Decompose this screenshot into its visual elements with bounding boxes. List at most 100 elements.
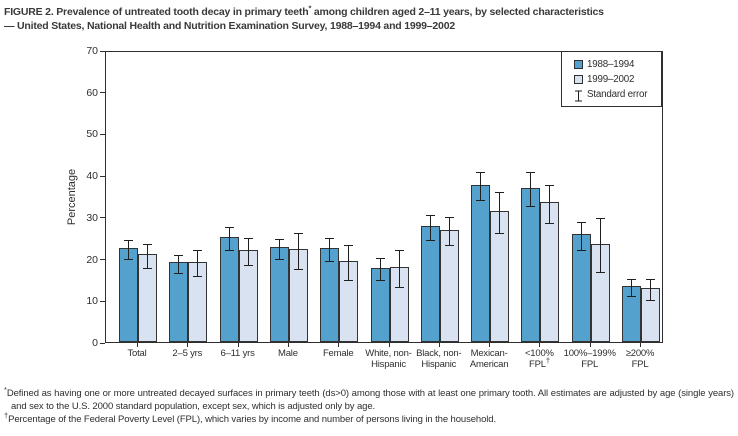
x-axis-tick [237, 343, 239, 347]
error-bar-cap [193, 250, 203, 252]
error-bar-cap [444, 245, 454, 247]
x-category-label: White, non- Hispanic [365, 348, 412, 370]
error-bar [247, 238, 249, 266]
footnote-asterisk-marker: * [4, 384, 7, 394]
legend-box: 1988–1994 1999–2002 Standard error [561, 51, 662, 107]
x-axis-tick [338, 343, 340, 347]
figure-title-line2: — United States, National Health and Nut… [4, 19, 455, 32]
error-bar [398, 250, 400, 288]
error-bar [448, 217, 450, 246]
error-bar-cap [545, 222, 555, 224]
error-bar [480, 172, 482, 201]
y-axis-tick [100, 342, 105, 344]
error-bar-cap [476, 200, 486, 202]
y-axis-tick [100, 217, 105, 219]
x-category-label: 6–11 yrs [220, 348, 255, 359]
error-bar-cap [193, 275, 203, 277]
bar-2-5-yrs-series1 [169, 262, 189, 342]
error-bar-cap [627, 278, 636, 280]
error-bar-cap [224, 227, 234, 229]
figure-title: FIGURE 2. Prevalence of untreated tooth … [4, 3, 736, 33]
error-bar [329, 238, 331, 262]
error-bar-cap [375, 258, 385, 260]
error-bar-cap [394, 250, 404, 252]
x-axis-tick [438, 343, 440, 347]
bar--100-fpl--series1 [521, 187, 541, 342]
error-bar-cap [344, 279, 354, 281]
legend-item-standard-error: Standard error [574, 87, 661, 102]
error-bar-cap [526, 205, 536, 207]
error-bar-cap [274, 238, 284, 240]
x-category-label: Female [322, 348, 354, 359]
error-bar-cap [576, 222, 586, 224]
y-axis-tick [100, 259, 105, 261]
bar-black-non-hispanic-series1 [420, 225, 440, 342]
error-bar [197, 250, 199, 276]
error-bar-cap [646, 299, 655, 301]
error-bar-cap [174, 254, 184, 256]
error-bar [580, 222, 582, 251]
y-tick-label: 10 [86, 295, 98, 308]
x-category-label: Mexican- American [469, 348, 509, 370]
y-axis-tick [100, 175, 105, 177]
x-axis-tick [187, 343, 189, 347]
standard-error-icon [574, 89, 583, 101]
title-asterisk: * [308, 3, 312, 13]
bar-6-11-yrs-series1 [219, 237, 239, 342]
error-bar-cap [545, 184, 555, 186]
y-tick-label: 60 [86, 86, 98, 99]
x-category-label: ≥200% FPL [625, 348, 655, 370]
error-bar-cap [394, 286, 404, 288]
error-bar-cap [576, 249, 586, 251]
error-bar-cap [143, 243, 152, 245]
x-category-label: 2–5 yrs [172, 348, 203, 359]
error-bar-cap [124, 239, 133, 241]
x-axis-tick [539, 343, 541, 347]
error-bar [297, 233, 299, 270]
error-bar-cap [143, 267, 152, 269]
error-bar-cap [325, 261, 335, 263]
error-bar [631, 279, 632, 296]
y-tick-label: 70 [86, 45, 98, 57]
error-bar-cap [375, 280, 385, 282]
error-bar-cap [495, 232, 505, 234]
x-axis-tick [137, 343, 138, 347]
x-category-label: Male [277, 348, 298, 359]
error-bar-cap [274, 258, 284, 260]
legend-swatch-icon [574, 75, 583, 84]
error-bar-cap [444, 217, 454, 219]
error-bar-cap [124, 258, 133, 260]
y-tick-label: 0 [92, 337, 98, 349]
x-category-label: <100% FPL† [524, 348, 554, 370]
error-bar-cap [224, 250, 234, 252]
legend-standard-error-label: Standard error [587, 89, 648, 100]
error-bar-cap [243, 265, 253, 267]
footnote-dagger-marker: † [4, 410, 9, 420]
error-bar [549, 185, 551, 224]
x-axis-tick [388, 343, 390, 347]
x-category-label: 100%–199% FPL [563, 348, 616, 370]
bar-black-non-hispanic-series2 [439, 229, 459, 342]
error-bar [499, 192, 501, 234]
error-bar-cap [476, 172, 486, 174]
y-axis-tick [100, 92, 105, 94]
legend-item-2: 1999–2002 [574, 72, 661, 87]
error-bar-cap [293, 232, 303, 234]
x-axis-tick [589, 343, 591, 347]
bar-mexican-american-series1 [471, 184, 491, 342]
error-bar [599, 218, 601, 273]
error-bar-cap [495, 191, 505, 193]
footnotes: *Defined as having one or more untreated… [4, 384, 734, 426]
error-bar [278, 239, 280, 260]
error-bar-cap [595, 217, 605, 219]
error-bar [530, 172, 532, 207]
footnote-asterisk: *Defined as having one or more untreated… [4, 384, 734, 412]
error-bar [228, 227, 230, 251]
error-bar-cap [293, 268, 303, 270]
x-axis-tick [489, 343, 491, 347]
error-bar [147, 244, 148, 269]
error-bar-cap [344, 245, 354, 247]
bar-male-series1 [269, 247, 289, 342]
legend-item-1: 1988–1994 [574, 57, 661, 72]
